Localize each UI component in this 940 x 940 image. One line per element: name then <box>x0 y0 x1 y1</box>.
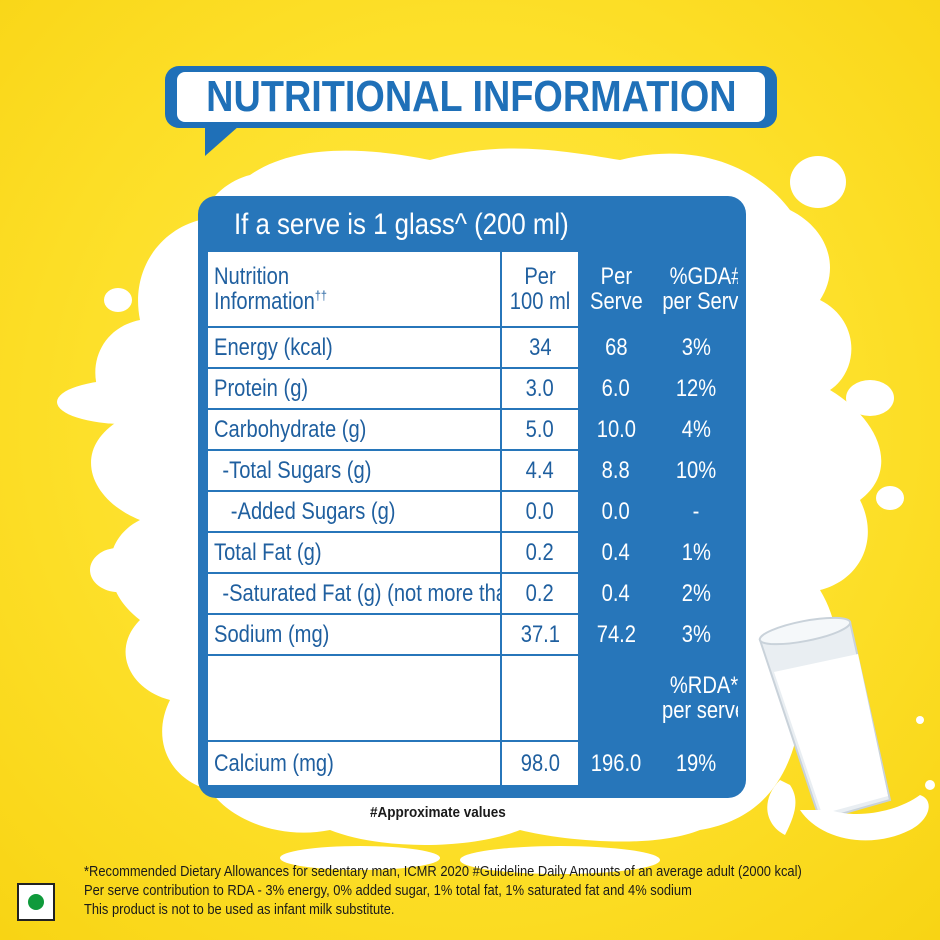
footnotes: *Recommended Dietary Allowances for sede… <box>84 862 924 919</box>
row-gda: 12% <box>652 367 740 410</box>
row-per100: 37.1 <box>500 613 580 656</box>
row-name: Carbohydrate (g) <box>206 408 502 451</box>
rda-empty-serve <box>578 654 654 742</box>
table-row-calcium: Calcium (mg) 98.0 196.0 19% <box>206 740 740 787</box>
header-name-superscript: †† <box>314 288 328 303</box>
row-name: -Saturated Fat (g) (not more than) <box>206 572 502 615</box>
table-row: Protein (g) 3.0 6.0 12% <box>206 367 740 410</box>
row-gda: 3% <box>652 613 740 656</box>
row-per100: 4.4 <box>500 449 580 492</box>
header-serve-line2: Serve <box>589 288 643 315</box>
row-name: Energy (kcal) <box>206 326 502 369</box>
header-name-line1: Nutrition <box>214 262 290 290</box>
row-gda: - <box>652 490 740 533</box>
serve-size-text: If a serve is 1 glass^ (200 ml) <box>234 208 569 241</box>
row-per100: 0.2 <box>500 572 580 615</box>
row-name: Sodium (mg) <box>206 613 502 656</box>
row-per-serve: 0.4 <box>578 531 654 574</box>
header-gda-per-serve: %GDA#per Serve <box>652 250 740 328</box>
row-name: Total Fat (g) <box>206 531 502 574</box>
header-serve-line1: Per <box>600 262 632 290</box>
row-per100: 5.0 <box>500 408 580 451</box>
header-per-100ml: Per 100 ml <box>500 250 580 328</box>
table-row: Sodium (mg) 37.1 74.2 3% <box>206 613 740 656</box>
nutrition-panel: If a serve is 1 glass^ (200 ml) Nutritio… <box>198 196 746 798</box>
header-gda-line2: per Serve <box>662 288 739 315</box>
nutrition-table: Nutrition Information†† Per 100 ml Per Ser… <box>206 250 740 787</box>
table-row: Carbohydrate (g) 5.0 10.0 4% <box>206 408 740 451</box>
header-per100-line2: 100 ml <box>509 288 571 315</box>
footnote-line: *Recommended Dietary Allowances for sede… <box>84 863 802 880</box>
row-per-serve: 0.0 <box>578 490 654 533</box>
header-nutrition-information: Nutrition Information†† <box>206 250 502 328</box>
row-gda: 10% <box>652 449 740 492</box>
table-row: -Total Sugars (g) 4.4 8.8 10% <box>206 449 740 492</box>
header-per-serve: Per Serve <box>578 250 654 328</box>
row-name: Calcium (mg) <box>206 740 502 787</box>
row-per100: 3.0 <box>500 367 580 410</box>
rda-empty-per100 <box>500 654 580 742</box>
milk-glass-illustration <box>758 616 935 841</box>
row-name: -Total Sugars (g) <box>206 449 502 492</box>
row-per-serve: 6.0 <box>578 367 654 410</box>
row-per100: 0.0 <box>500 490 580 533</box>
row-per100: 0.2 <box>500 531 580 574</box>
row-per-serve: 74.2 <box>578 613 654 656</box>
vegetarian-mark-icon <box>17 883 55 921</box>
header-gda-line1: %GDA# <box>669 262 739 290</box>
rda-per-serve-header: %RDA* per serve <box>652 654 740 742</box>
row-gda: 4% <box>652 408 740 451</box>
rda-header-line1: %RDA* <box>669 671 739 699</box>
approximate-values-note: #Approximate values <box>370 804 506 821</box>
row-per100: 98.0 <box>500 740 580 787</box>
rda-header-row: %RDA* per serve <box>206 654 740 742</box>
table-row: -Saturated Fat (g) (not more than) 0.2 0… <box>206 572 740 615</box>
row-per100: 34 <box>500 326 580 369</box>
table-header-row: Nutrition Information†† Per 100 ml Per Ser… <box>206 250 740 328</box>
rda-header-line2: per serve <box>662 697 739 724</box>
row-per-serve: 10.0 <box>578 408 654 451</box>
row-gda: 2% <box>652 572 740 615</box>
page-title: NUTRITIONAL INFORMATION <box>205 72 737 121</box>
row-per-serve: 196.0 <box>578 740 654 787</box>
row-per-serve: 0.4 <box>578 572 654 615</box>
footnote-line: This product is not to be used as infant… <box>84 901 395 918</box>
rda-empty-name <box>206 654 502 742</box>
header-name-line2: Information <box>214 288 315 315</box>
row-name: Protein (g) <box>206 367 502 410</box>
row-per-serve: 68 <box>578 326 654 369</box>
table-row: Total Fat (g) 0.2 0.4 1% <box>206 531 740 574</box>
row-name: -Added Sugars (g) <box>206 490 502 533</box>
row-gda: 3% <box>652 326 740 369</box>
title-banner: NUTRITIONAL INFORMATION <box>165 66 777 156</box>
footnote-line: Per serve contribution to RDA - 3% energ… <box>84 882 692 899</box>
header-per100-line1: Per <box>524 262 556 290</box>
table-row: -Added Sugars (g) 0.0 0.0 - <box>206 490 740 533</box>
row-rda: 19% <box>652 740 740 787</box>
title-banner-inner: NUTRITIONAL INFORMATION <box>177 72 765 122</box>
table-row: Energy (kcal) 34 68 3% <box>206 326 740 369</box>
row-per-serve: 8.8 <box>578 449 654 492</box>
row-gda: 1% <box>652 531 740 574</box>
